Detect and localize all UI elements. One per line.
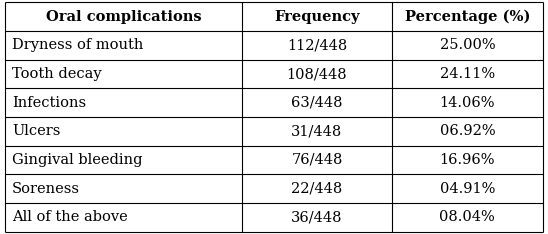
- Text: 16.96%: 16.96%: [439, 153, 495, 167]
- Text: 31/448: 31/448: [292, 124, 342, 138]
- Text: 24.11%: 24.11%: [440, 67, 495, 81]
- Text: Percentage (%): Percentage (%): [404, 10, 530, 24]
- Text: 112/448: 112/448: [287, 38, 347, 52]
- Text: 108/448: 108/448: [287, 67, 347, 81]
- Text: Tooth decay: Tooth decay: [12, 67, 101, 81]
- Text: 76/448: 76/448: [292, 153, 342, 167]
- Text: Gingival bleeding: Gingival bleeding: [12, 153, 142, 167]
- Text: Infections: Infections: [12, 96, 86, 110]
- Text: 08.04%: 08.04%: [439, 210, 495, 224]
- Text: 06.92%: 06.92%: [439, 124, 495, 138]
- Text: 63/448: 63/448: [291, 96, 342, 110]
- Text: 25.00%: 25.00%: [439, 38, 495, 52]
- Text: Dryness of mouth: Dryness of mouth: [12, 38, 143, 52]
- Text: Soreness: Soreness: [12, 182, 80, 196]
- Text: 36/448: 36/448: [291, 210, 342, 224]
- Text: Ulcers: Ulcers: [12, 124, 60, 138]
- Text: 14.06%: 14.06%: [439, 96, 495, 110]
- Text: Oral complications: Oral complications: [46, 10, 202, 24]
- Text: 22/448: 22/448: [292, 182, 342, 196]
- Text: 04.91%: 04.91%: [439, 182, 495, 196]
- Text: Frequency: Frequency: [274, 10, 359, 24]
- Text: All of the above: All of the above: [12, 210, 128, 224]
